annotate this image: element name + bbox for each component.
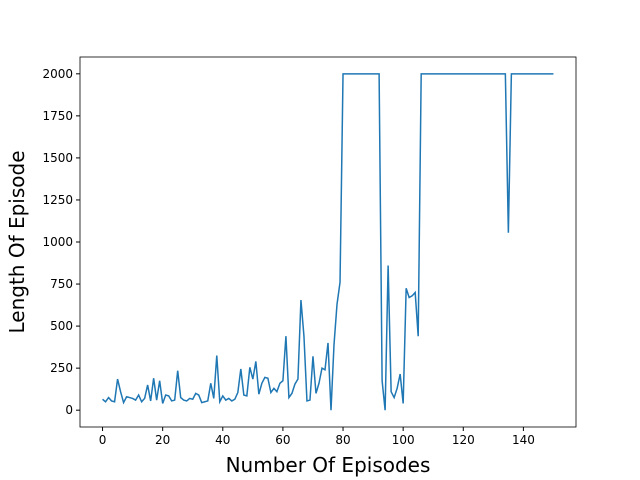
x-tick-label: 0 [99,433,107,447]
y-axis-label: Length Of Episode [5,150,29,333]
data-line [102,73,554,411]
x-tick-label: 20 [155,433,170,447]
y-tick-label: 0 [65,403,73,417]
x-tick-label: 140 [512,433,535,447]
x-tick-label: 60 [275,433,290,447]
y-tick-label: 1250 [42,193,73,207]
x-tick-label: 120 [452,433,475,447]
x-tick-label: 80 [335,433,350,447]
y-tick-label: 750 [50,277,73,291]
x-tick-label: 100 [392,433,415,447]
plot-frame [79,56,577,428]
y-tick-label: 2000 [42,67,73,81]
y-tick-label: 1750 [42,109,73,123]
x-tick-label: 40 [215,433,230,447]
x-axis-label: Number Of Episodes [226,453,431,477]
y-tick-label: 1500 [42,151,73,165]
y-tick-label: 250 [50,361,73,375]
y-tick-label: 500 [50,319,73,333]
y-tick-label: 1000 [42,235,73,249]
